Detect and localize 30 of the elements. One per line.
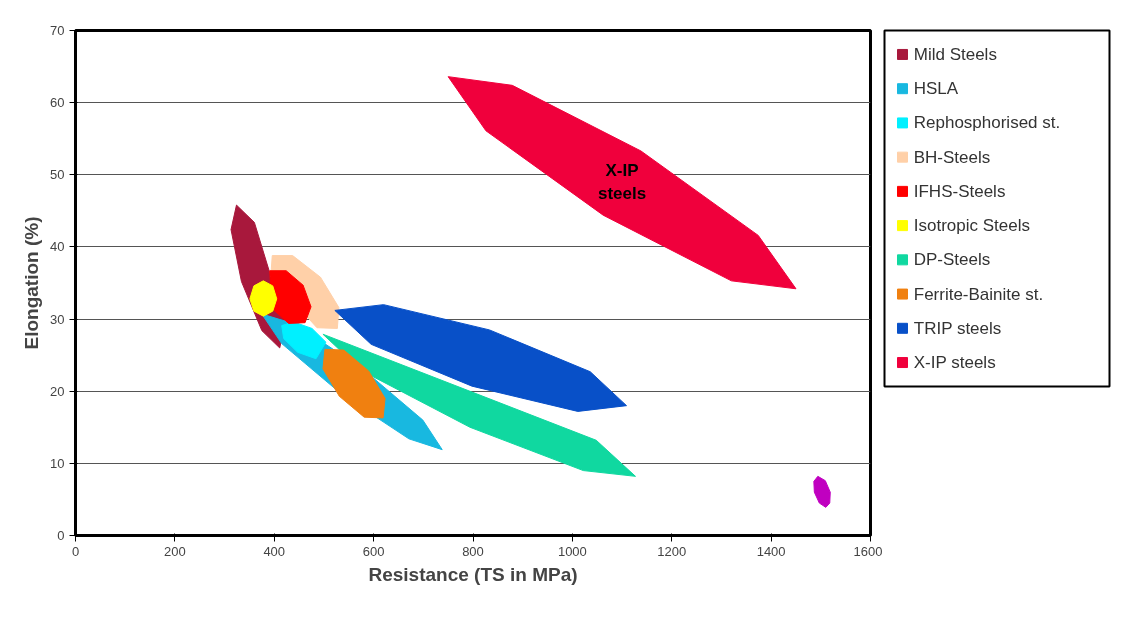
- legend-label: HSLA: [913, 79, 959, 99]
- annotation: X-IP steels: [597, 161, 647, 203]
- y-tick-label: 20: [50, 383, 65, 399]
- x-tick-label: 1200: [657, 543, 687, 559]
- x-tick-label: 600: [362, 543, 385, 559]
- y-tick-label: 60: [50, 95, 65, 111]
- legend-label: Rephosphorised st.: [913, 113, 1061, 133]
- x-tick-label: 1000: [557, 543, 587, 559]
- legend-label: Mild Steels: [913, 44, 997, 64]
- x-tick-label: 0: [71, 543, 80, 559]
- y-tick-label: 10: [50, 455, 65, 471]
- x-tick-label: 1600: [853, 543, 883, 559]
- legend-label: TRIP steels: [913, 318, 1002, 338]
- legend-label: DP-Steels: [913, 250, 991, 270]
- x-tick-label: 400: [263, 543, 286, 559]
- y-tick-label: 40: [50, 239, 65, 255]
- legend-label: BH-Steels: [913, 147, 991, 167]
- x-tick-label: 1400: [756, 543, 786, 559]
- y-tick-label: 30: [50, 311, 65, 327]
- y-tick-label: 70: [50, 23, 65, 38]
- y-tick-label: 50: [50, 167, 65, 183]
- x-axis-title: Resistance (TS in MPa): [368, 563, 578, 585]
- legend-label: Isotropic Steels: [913, 216, 1030, 236]
- y-axis-title: Elongation (%): [21, 216, 43, 350]
- y-tick-label: 0: [57, 528, 65, 543]
- legend-label: IFHS-Steels: [913, 181, 1006, 201]
- legend-label: X-IP steels: [913, 353, 996, 373]
- legend-label: Ferrite-Bainite st.: [913, 284, 1044, 304]
- x-tick-label: 800: [462, 543, 484, 559]
- x-tick-label: 200: [164, 543, 186, 559]
